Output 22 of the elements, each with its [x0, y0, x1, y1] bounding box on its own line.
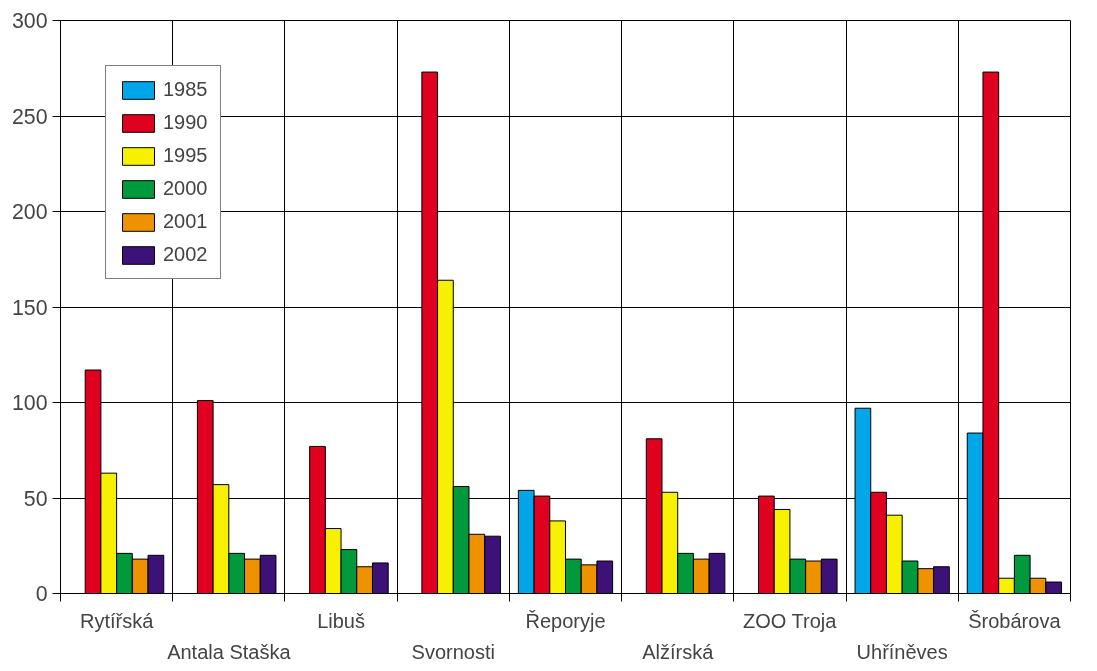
- legend-label: 1985: [163, 78, 208, 101]
- y-tick-label: 0: [35, 582, 48, 606]
- x-tick-label: ZOO Troja: [743, 609, 838, 632]
- legend-label: 2002: [163, 243, 208, 266]
- y-tick-label: 250: [11, 104, 48, 129]
- legend-label: 1995: [163, 144, 208, 167]
- x-tick-label: Svornosti: [411, 640, 495, 663]
- legend-label: 2000: [163, 177, 208, 200]
- x-tick-label: Alžírská: [642, 640, 715, 663]
- x-tick-label: Libuš: [317, 609, 365, 632]
- y-tick-label: 50: [23, 486, 48, 511]
- legend-label: 2001: [163, 210, 208, 233]
- x-tick-label: Antala Staška: [167, 640, 292, 663]
- y-tick-label: 150: [11, 295, 48, 320]
- x-tick-label: Uhříněves: [856, 640, 948, 663]
- y-tick-label: 100: [11, 391, 48, 415]
- x-tick-label: Šrobárova: [968, 609, 1062, 632]
- y-tick-label: 200: [11, 200, 48, 224]
- y-tick-label: 300: [11, 9, 48, 33]
- legend-label: 1990: [163, 111, 208, 134]
- x-tick-label: Řeporyje: [525, 609, 606, 632]
- x-tick-label: Rytířská: [79, 609, 155, 632]
